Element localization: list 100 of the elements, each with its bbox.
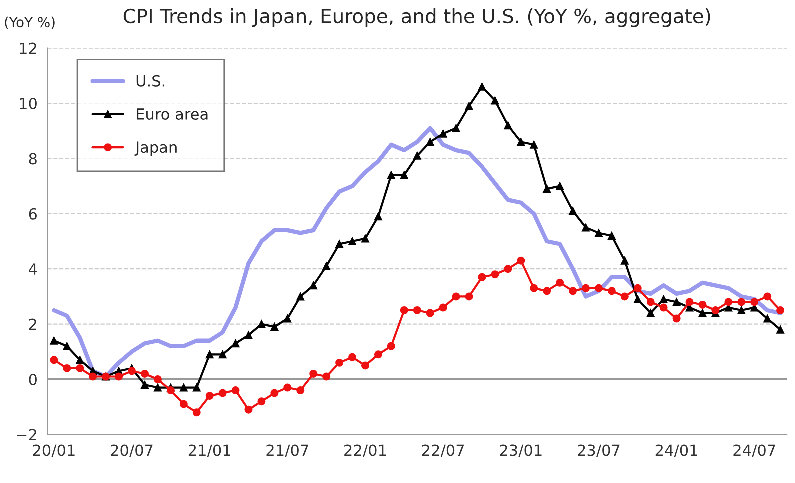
point: [192, 384, 201, 392]
point: [387, 342, 396, 350]
point: [348, 238, 357, 246]
point: [764, 314, 772, 323]
point: [478, 273, 486, 282]
point: [413, 306, 422, 314]
point: [284, 314, 292, 323]
point: [530, 284, 538, 292]
point: [543, 185, 552, 194]
point: [556, 278, 564, 287]
point: [258, 320, 266, 328]
point: [310, 370, 318, 378]
point: [738, 298, 746, 306]
point: [218, 350, 227, 359]
point: [452, 292, 460, 301]
point: [50, 356, 58, 364]
point: [192, 408, 201, 417]
point: [582, 284, 590, 292]
y-tick-label: 12: [20, 42, 36, 54]
point: [310, 282, 318, 290]
point: [140, 381, 149, 390]
point: [646, 309, 655, 318]
point: [439, 304, 448, 312]
point: [206, 392, 214, 400]
legend-label: Euro area: [137, 108, 208, 120]
point: [270, 389, 279, 398]
point: [698, 300, 707, 309]
point: [504, 122, 512, 130]
x-tick-label: 22/07: [422, 444, 464, 458]
point: [374, 212, 382, 221]
point: [400, 171, 408, 180]
point: [218, 389, 227, 398]
point: [362, 362, 370, 370]
point: [582, 224, 590, 232]
point: [258, 398, 266, 406]
point: [776, 306, 785, 314]
point: [232, 340, 240, 348]
point: [686, 298, 694, 306]
point: [336, 240, 344, 248]
point: [530, 140, 538, 149]
point: [284, 384, 292, 392]
point: [322, 372, 331, 381]
point: [348, 353, 357, 362]
point: [413, 152, 422, 160]
point: [50, 336, 58, 345]
point: [76, 364, 84, 372]
point: [672, 314, 681, 323]
point: [620, 256, 629, 265]
point: [232, 386, 240, 395]
y-axis-title: (YoY %): [5, 16, 55, 30]
point: [750, 298, 759, 306]
point: [724, 298, 733, 306]
point: [63, 364, 72, 372]
point: [465, 292, 474, 301]
y-tick-label: 8: [29, 153, 37, 165]
x-tick-label: 22/01: [344, 444, 386, 458]
point: [504, 265, 512, 274]
point: [660, 304, 668, 312]
point: [439, 130, 448, 138]
point: [206, 350, 214, 359]
point: [594, 229, 603, 238]
point: [634, 295, 642, 304]
x-tick-label: 20/01: [33, 444, 75, 458]
point: [646, 298, 655, 306]
x-tick-label: 23/01: [500, 444, 542, 458]
x-tick-label: 24/01: [656, 444, 698, 458]
point: [608, 232, 616, 240]
x-tick-label: 20/07: [111, 444, 153, 458]
y-tick-label: 2: [29, 318, 36, 330]
point: [426, 309, 434, 318]
legend-label: Japan: [134, 142, 177, 156]
point: [517, 138, 526, 146]
point: [698, 309, 707, 318]
point: [491, 270, 500, 279]
point: [296, 386, 305, 395]
point: [296, 292, 305, 301]
y-tick-label: −2: [17, 429, 36, 441]
point: [491, 96, 500, 105]
point: [426, 138, 434, 146]
point: [128, 367, 136, 376]
point: [154, 376, 162, 384]
point: [712, 306, 720, 314]
point: [517, 256, 526, 265]
point: [362, 234, 370, 243]
point: [140, 370, 149, 378]
point: [738, 306, 746, 314]
x-tick-label: 24/07: [734, 444, 776, 458]
y-tick-label: 10: [20, 98, 37, 110]
x-tick-label: 23/07: [578, 444, 620, 458]
point: [620, 292, 629, 301]
point: [569, 207, 578, 216]
point: [776, 326, 785, 334]
point: [374, 350, 382, 359]
point: [594, 284, 603, 292]
y-tick-label: 4: [29, 264, 38, 275]
point: [764, 292, 772, 301]
y-tick-label: 0: [29, 374, 37, 386]
point: [478, 82, 486, 91]
point: [634, 284, 642, 292]
point: [336, 358, 344, 367]
